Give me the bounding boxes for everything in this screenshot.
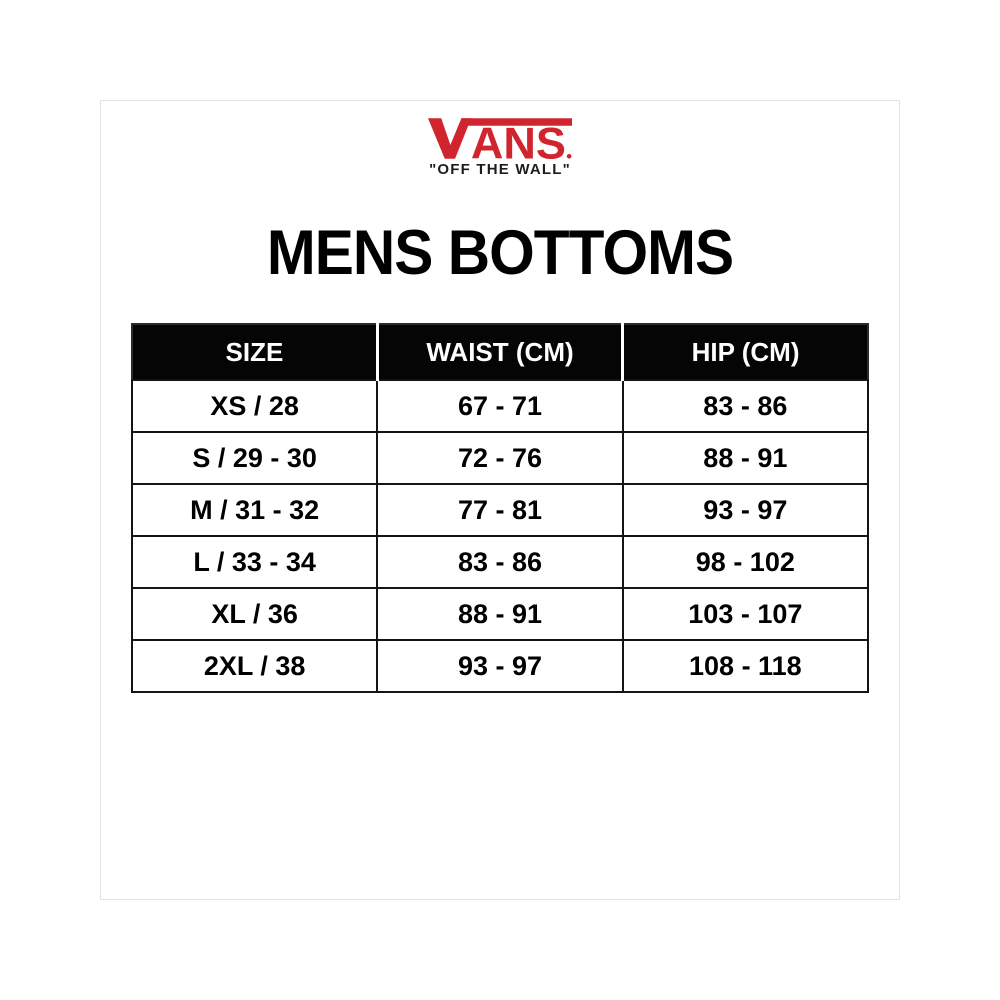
table-row: XS / 28 67 - 71 83 - 86 [130,379,870,433]
size-cell: M / 31 - 32 [130,483,379,537]
hip-cell: 103 - 107 [621,587,870,641]
table-row: M / 31 - 32 77 - 81 93 - 97 [130,483,870,537]
size-chart-wrap: SIZE WAIST (CM) HIP (CM) XS / 28 67 - 71… [101,323,899,693]
brand-logo-wrap: ANS [101,118,899,169]
size-cell: XS / 28 [130,379,379,433]
waist-cell: 72 - 76 [376,431,624,485]
table-row: S / 29 - 30 72 - 76 88 - 91 [130,431,870,485]
size-cell: L / 33 - 34 [130,535,379,589]
waist-cell: 67 - 71 [376,379,624,433]
waist-cell: 77 - 81 [376,483,624,537]
column-header-waist: WAIST (CM) [375,324,623,380]
vans-logo-v-right-stroke [444,118,472,159]
page-title: MENS BOTTOMS [266,218,734,288]
waist-cell: 93 - 97 [376,639,624,693]
table-row: 2XL / 38 93 - 97 108 - 118 [130,639,870,693]
size-guide-panel: ANS "OFF THE WALL" MENS BOTTOMS SIZE WAI… [100,100,900,900]
table-row: L / 33 - 34 83 - 86 98 - 102 [130,535,870,589]
waist-cell: 88 - 91 [376,587,624,641]
vans-logo-v-left-stroke [428,118,456,159]
vans-logo-beam [461,118,572,126]
registered-dot-icon [566,153,572,159]
size-chart-header-row: SIZE WAIST (CM) HIP (CM) [132,324,868,380]
hip-cell: 83 - 86 [621,379,870,433]
brand-tagline: "OFF THE WALL" [429,161,571,178]
waist-cell: 83 - 86 [376,535,624,589]
hip-cell: 93 - 97 [621,483,870,537]
size-cell: 2XL / 38 [130,639,379,693]
size-chart-table: SIZE WAIST (CM) HIP (CM) XS / 28 67 - 71… [130,323,870,693]
hip-cell: 88 - 91 [621,431,870,485]
column-header-hip: HIP (CM) [621,324,868,380]
size-cell: XL / 36 [130,587,379,641]
hip-cell: 108 - 118 [621,639,870,693]
table-row: XL / 36 88 - 91 103 - 107 [130,587,870,641]
vans-logo-icon: ANS [428,118,572,169]
hip-cell: 98 - 102 [621,535,870,589]
column-header-size: SIZE [132,324,378,380]
vans-logo-letters: ANS [471,118,566,160]
size-cell: S / 29 - 30 [130,431,379,485]
